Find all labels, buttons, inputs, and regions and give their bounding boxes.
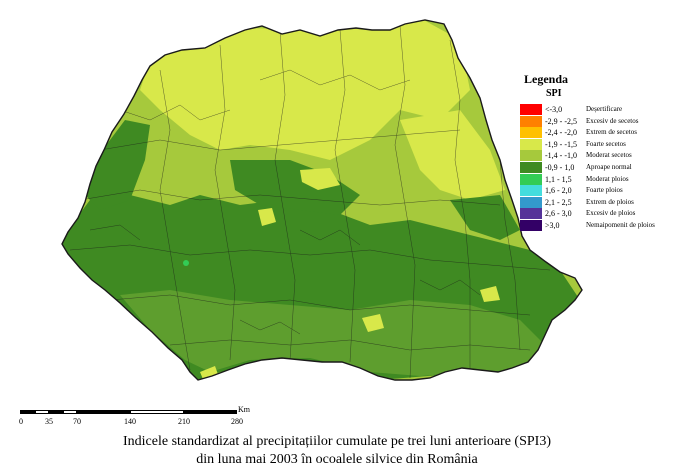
legend-subtitle: SPI <box>546 88 562 99</box>
normal-east <box>450 195 520 240</box>
legend-range: >3,0 <box>545 220 560 230</box>
legend-item: -1,4 - -1,0 Moderat secetos <box>520 150 670 162</box>
legend-range: 1,1 - 1,5 <box>545 174 572 184</box>
legend-item: 2,1 - 2,5 Extrem de ploios <box>520 196 670 209</box>
legend-label: Foarte secetos <box>586 139 626 148</box>
legend-label: Excesiv de ploios <box>586 209 636 218</box>
legend-swatch <box>520 138 542 150</box>
legend-swatch <box>520 161 542 173</box>
legend-range: -1,9 - -1,5 <box>545 139 577 149</box>
legend-range: -1,4 - -1,0 <box>545 151 577 161</box>
legend-item: -0,9 - 1,0 Aproape normal <box>520 161 670 174</box>
scale-tick: 35 <box>45 417 53 426</box>
scale-bar: Km 0 35 70 140 210 280 <box>19 405 260 433</box>
legend-swatch <box>520 150 542 162</box>
legend-label: Foarte ploios <box>586 186 623 195</box>
legend-title: Legenda <box>524 72 569 86</box>
legend-label: Extrem de secetos <box>586 128 637 137</box>
forest-district-borders <box>69 25 551 379</box>
legend-item: 2,6 - 3,0 Excesiv de ploios <box>520 208 670 220</box>
legend-item: <-3,0 Deșertificare <box>520 104 670 116</box>
scale-tick: 280 <box>231 417 243 426</box>
scale-tick: 0 <box>19 417 23 426</box>
legend-range: -2,4 - -2,0 <box>545 128 577 138</box>
legend-label: Nemaipomenit de ploios <box>586 220 655 229</box>
scale-unit: Km <box>238 405 250 414</box>
very-dry-patch-2 <box>300 168 340 190</box>
normal-west <box>85 120 150 210</box>
legend-label: Aproape normal <box>586 162 632 171</box>
moderate-rainy-spot <box>183 260 189 266</box>
legend-item: 1,6 - 2,0 Foarte ploios <box>520 185 670 197</box>
legend-range: 2,6 - 3,0 <box>545 209 572 219</box>
country-border <box>61 19 583 381</box>
legend-items: <-3,0 Deșertificare -2,9 - -2,5 Excesiv de… <box>520 104 670 232</box>
moderate-dry-south <box>120 290 545 376</box>
legend-range: 1,6 - 2,0 <box>545 186 572 196</box>
scale-tick: 140 <box>124 417 136 426</box>
legend-item: -1,9 - -1,5 Foarte secetos <box>520 138 670 151</box>
legend-swatch <box>520 219 542 231</box>
very-dry-patch-1 <box>240 100 280 128</box>
legend-label: Excesiv de secetos <box>586 116 639 125</box>
legend-label: Moderat secetos <box>586 151 632 160</box>
legend-swatch <box>520 127 542 139</box>
scale-segment <box>63 410 77 414</box>
legend-label: Extrem de ploios <box>586 197 634 206</box>
scale-tick: 70 <box>73 417 81 426</box>
very-dry-east <box>400 110 505 200</box>
legend-swatch <box>520 173 542 185</box>
legend-item: -2,9 - -2,5 Excesiv de secetos <box>520 115 670 128</box>
scale-tick: 210 <box>178 417 190 426</box>
legend-swatch <box>520 196 542 208</box>
scale-segment <box>49 410 63 414</box>
scale-segment <box>35 410 49 414</box>
legend-range: -0,9 - 1,0 <box>545 162 575 172</box>
legend-range: <-3,0 <box>545 105 563 114</box>
legend-range: 2,1 - 2,5 <box>545 197 572 207</box>
normal-center-north <box>230 160 360 215</box>
scale-segment <box>130 410 184 414</box>
map-caption-line-2: din luna mai 2003 în ocoalele silvice di… <box>196 452 478 467</box>
legend-swatch <box>520 185 542 197</box>
scale-segment <box>20 410 35 414</box>
legend-swatch <box>520 104 542 115</box>
legend-label: Deșertificare <box>586 105 623 113</box>
legend-item: -2,4 - -2,0 Extrem de secetos <box>520 127 670 139</box>
map-caption-line-1: Indicele standardizat al precipitațiilor… <box>123 434 551 449</box>
legend-label: Moderat ploios <box>586 174 629 183</box>
scale-segment <box>184 410 237 414</box>
legend-swatch <box>520 115 542 127</box>
very-dry-patch-4 <box>258 208 276 226</box>
legend-swatch <box>520 208 542 220</box>
legend-item: 1,1 - 1,5 Moderat ploios <box>520 173 670 186</box>
very-dry-patch-3 <box>362 314 384 332</box>
legend-range: -2,9 - -2,5 <box>545 116 577 126</box>
legend-item: >3,0 Nemaipomenit de ploios <box>520 219 670 232</box>
very-dry-patch-5 <box>480 286 500 302</box>
scale-segment <box>77 410 130 414</box>
